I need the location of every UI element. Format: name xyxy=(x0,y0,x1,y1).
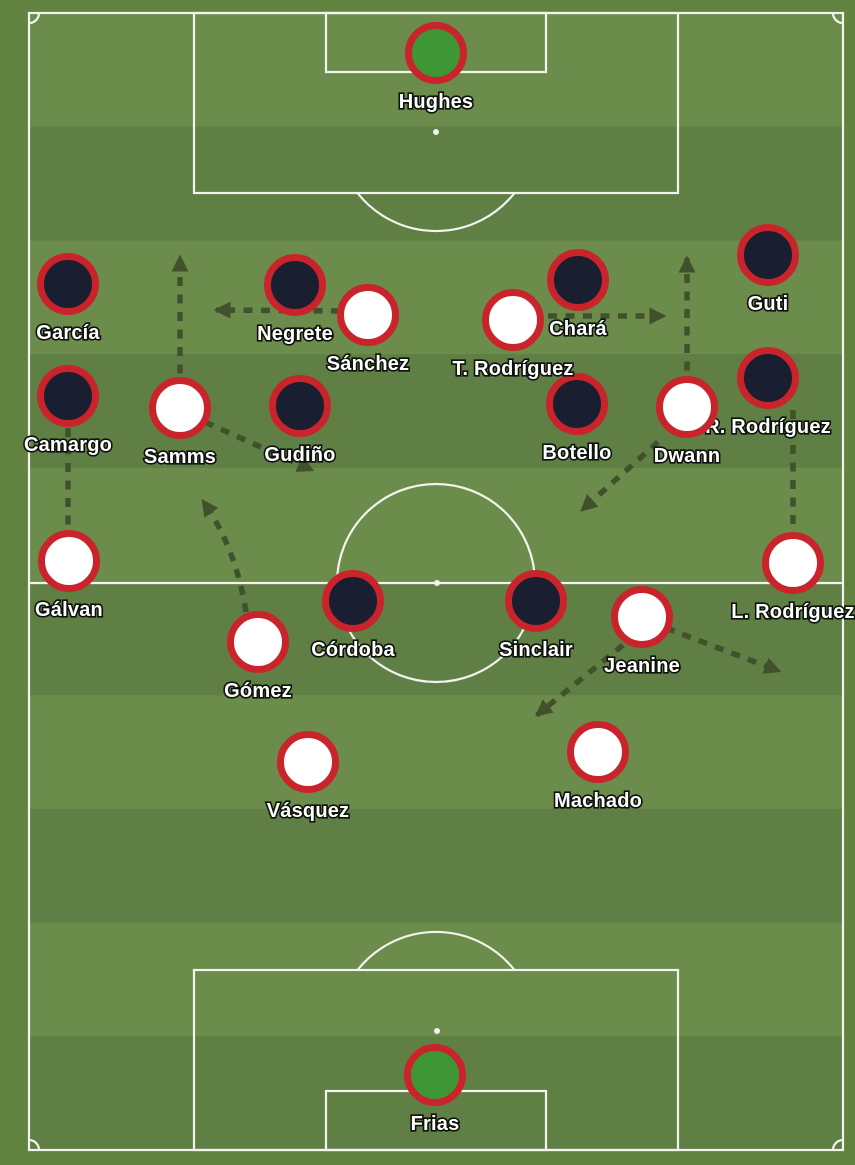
player-marker-galvan[interactable]: Gálvan xyxy=(33,530,104,623)
penalty-arc-top xyxy=(356,192,516,233)
player-circle[interactable] xyxy=(737,347,799,409)
player-marker-camargo[interactable]: Camargo xyxy=(22,365,113,458)
player-label: Córdoba xyxy=(311,639,395,661)
player-circle[interactable] xyxy=(37,253,99,315)
player-label: Chará xyxy=(549,318,607,340)
player-circle[interactable] xyxy=(38,530,100,592)
penalty-spot-top xyxy=(433,129,439,135)
player-label: Machado xyxy=(554,790,642,812)
movement-arrow-down-right xyxy=(665,625,782,674)
player-label: Hughes xyxy=(399,91,474,113)
player-marker-hughes[interactable]: Hughes xyxy=(397,22,475,115)
player-circle[interactable] xyxy=(149,377,211,439)
player-marker-negrete[interactable]: Negrete xyxy=(255,254,334,347)
player-circle[interactable] xyxy=(337,284,399,346)
corner-arc xyxy=(831,1138,844,1151)
goalkeeper-circle[interactable] xyxy=(404,1044,466,1106)
grass-stripe xyxy=(29,922,843,1037)
player-label: Frias xyxy=(411,1113,460,1135)
player-marker-gudino[interactable]: Gudiño xyxy=(263,375,337,468)
player-circle[interactable] xyxy=(547,249,609,311)
player-circle[interactable] xyxy=(227,611,289,673)
player-marker-garcia[interactable]: García xyxy=(35,253,102,346)
grass-stripe xyxy=(29,695,843,810)
grass-stripe xyxy=(29,240,843,355)
grass-stripe xyxy=(29,126,843,241)
player-label: T. Rodríguez xyxy=(452,358,573,380)
players: Hughes García Negrete Chará Guti Camargo Gudiñ… xyxy=(22,22,855,1137)
player-label: Sinclair xyxy=(499,639,573,661)
player-circle[interactable] xyxy=(546,373,608,435)
player-circle[interactable] xyxy=(482,289,544,351)
player-circle[interactable] xyxy=(322,570,384,632)
player-label: Botello xyxy=(542,442,611,464)
player-circle[interactable] xyxy=(264,254,326,316)
movement-arrow-down-left xyxy=(535,642,625,718)
grass-stripe xyxy=(29,808,843,924)
player-marker-jeanine[interactable]: Jeanine xyxy=(602,586,681,679)
player-marker-samms[interactable]: Samms xyxy=(142,377,217,470)
player-marker-r-rodriguez[interactable]: R. Rodríguez xyxy=(704,347,832,440)
center-spot xyxy=(434,580,440,586)
player-circle[interactable] xyxy=(269,375,331,437)
player-label: L. Rodríguez xyxy=(731,601,855,623)
player-marker-cordoba[interactable]: Córdoba xyxy=(310,570,397,663)
player-marker-botello[interactable]: Botello xyxy=(541,373,613,466)
player-label: Sánchez xyxy=(327,353,410,375)
player-marker-machado[interactable]: Machado xyxy=(552,721,643,814)
player-label: Negrete xyxy=(257,323,333,345)
player-marker-l-rodriguez[interactable]: L. Rodríguez xyxy=(730,532,855,625)
movement-arrow-left xyxy=(213,301,341,319)
player-circle[interactable] xyxy=(505,570,567,632)
player-label: Samms xyxy=(144,446,216,468)
player-marker-dwann[interactable]: Dwann xyxy=(652,376,722,469)
player-label: Guti xyxy=(748,293,789,315)
player-marker-gomez[interactable]: Gómez xyxy=(223,611,293,704)
player-circle[interactable] xyxy=(737,224,799,286)
player-circle[interactable] xyxy=(37,365,99,427)
grass-stripe xyxy=(29,581,843,696)
player-marker-vasquez[interactable]: Vásquez xyxy=(265,731,351,824)
penalty-spot-bottom xyxy=(434,1028,440,1034)
player-marker-guti[interactable]: Guti xyxy=(737,224,799,317)
player-marker-chara[interactable]: Chará xyxy=(547,249,609,342)
movement-arrow-up-left xyxy=(200,498,249,613)
movement-arrows xyxy=(65,254,796,718)
player-circle[interactable] xyxy=(567,721,629,783)
player-label: García xyxy=(36,322,100,344)
player-circle[interactable] xyxy=(277,731,339,793)
corner-arc xyxy=(28,12,41,25)
player-label: Camargo xyxy=(24,434,112,456)
movement-arrow-down-right xyxy=(203,419,315,473)
player-label: Dwann xyxy=(654,445,721,467)
player-marker-sanchez[interactable]: Sánchez xyxy=(325,284,411,377)
player-circle[interactable] xyxy=(656,376,718,438)
player-label: Vásquez xyxy=(267,800,350,822)
player-circle[interactable] xyxy=(762,532,824,594)
player-label: Gómez xyxy=(224,680,292,702)
player-marker-t-rodriguez[interactable]: T. Rodríguez xyxy=(451,289,575,382)
goalkeeper-circle[interactable] xyxy=(405,22,467,84)
player-label: Jeanine xyxy=(604,655,680,677)
corner-arc xyxy=(28,1138,41,1151)
player-label: Gálvan xyxy=(35,599,103,621)
corner-arc xyxy=(831,12,844,25)
penalty-arc-bottom xyxy=(356,930,516,971)
player-label: Gudiño xyxy=(264,444,335,466)
player-marker-sinclair[interactable]: Sinclair xyxy=(497,570,574,663)
player-marker-frias[interactable]: Frias xyxy=(404,1044,466,1137)
grass-stripe xyxy=(29,467,843,582)
player-label: R. Rodríguez xyxy=(705,416,831,438)
player-circle[interactable] xyxy=(611,586,673,648)
